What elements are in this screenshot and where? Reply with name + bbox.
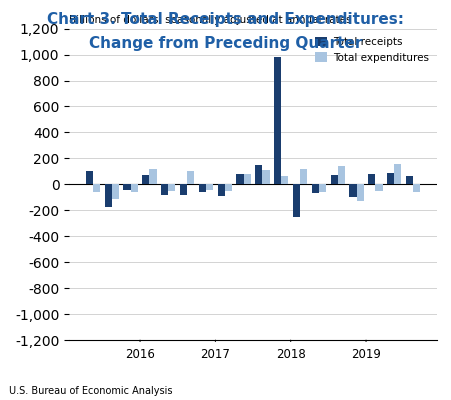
Bar [105, 184, 111, 207]
Bar [386, 173, 393, 184]
Text: 2016: 2016 [125, 348, 155, 361]
Text: 2018: 2018 [275, 348, 305, 361]
Bar [142, 175, 149, 184]
Bar [206, 184, 213, 190]
Bar [281, 176, 288, 184]
Bar [368, 174, 375, 184]
Bar [86, 172, 93, 184]
Bar [375, 184, 382, 191]
Text: Change from Preceding Quarter: Change from Preceding Quarter [89, 36, 362, 51]
Bar [393, 164, 400, 184]
Bar [262, 170, 269, 184]
Bar [412, 184, 419, 192]
Bar [168, 184, 175, 191]
Bar [236, 174, 243, 184]
Bar [299, 169, 307, 184]
Bar [198, 184, 206, 192]
Text: 2019: 2019 [350, 348, 380, 361]
Bar [123, 184, 130, 190]
Bar [311, 184, 318, 193]
Bar [356, 184, 363, 201]
Bar [318, 184, 325, 192]
Text: 2017: 2017 [200, 348, 230, 361]
Bar [349, 184, 356, 198]
Bar [187, 172, 194, 184]
Legend: Total receipts, Total expenditures: Total receipts, Total expenditures [311, 34, 431, 66]
Bar [243, 174, 250, 184]
Bar [130, 184, 138, 192]
Bar [337, 166, 344, 184]
Bar [292, 184, 299, 217]
Bar [149, 169, 156, 184]
Bar [217, 184, 224, 196]
Bar [111, 184, 119, 199]
Bar [224, 184, 231, 191]
Bar [255, 165, 262, 184]
Text: U.S. Bureau of Economic Analysis: U.S. Bureau of Economic Analysis [9, 386, 172, 396]
Bar [330, 175, 337, 184]
Bar [274, 57, 281, 184]
Bar [161, 184, 168, 196]
Bar [405, 176, 412, 184]
Text: Billions of dollars, seasonally adjusted at annual rates: Billions of dollars, seasonally adjusted… [69, 15, 351, 25]
Text: Chart 3. Total Receipts and Expenditures:: Chart 3. Total Receipts and Expenditures… [47, 12, 404, 27]
Bar [179, 184, 187, 195]
Bar [93, 184, 100, 192]
